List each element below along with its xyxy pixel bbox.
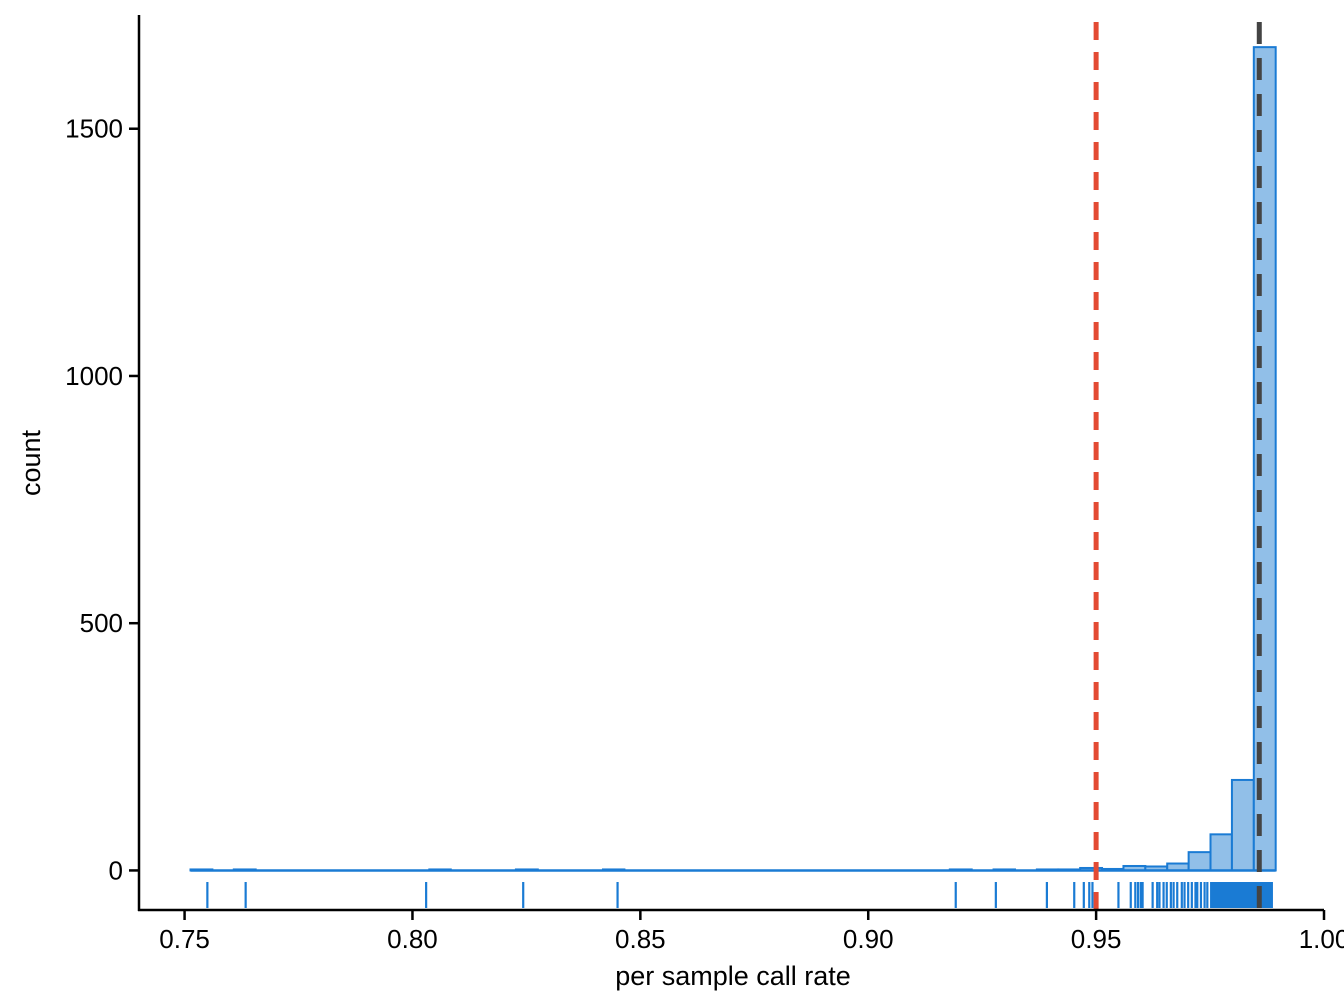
histogram-bar-15 bbox=[1209, 833, 1233, 872]
y-tick-label-2: 1000 bbox=[65, 361, 123, 391]
y-tick-label-3: 1500 bbox=[65, 114, 123, 144]
x-tick-label-5: 1.00 bbox=[1299, 924, 1344, 954]
y-tick-label-1: 500 bbox=[80, 608, 123, 638]
axes: 0.75 0.80 0.85 0.90 0.95 1.00 0 500 1000 1500 bbox=[65, 15, 1344, 954]
histogram-bar-16 bbox=[1230, 778, 1255, 872]
x-tick-label-0: 0.75 bbox=[159, 924, 210, 954]
x-tick-label-2: 0.85 bbox=[615, 924, 666, 954]
x-axis-title: per sample call rate bbox=[615, 961, 851, 991]
histogram-bar-14 bbox=[1187, 851, 1212, 872]
x-tick-label-1: 0.80 bbox=[387, 924, 438, 954]
histogram-bars bbox=[189, 46, 1277, 872]
y-tick-label-0: 0 bbox=[109, 855, 123, 885]
rug-dense-band bbox=[1210, 882, 1273, 908]
x-tick-label-4: 0.95 bbox=[1071, 924, 1122, 954]
reference-lines bbox=[1093, 22, 1262, 910]
x-tick-label-3: 0.90 bbox=[843, 924, 894, 954]
rug-marks bbox=[206, 882, 1273, 908]
y-axis-title: count bbox=[16, 429, 46, 496]
